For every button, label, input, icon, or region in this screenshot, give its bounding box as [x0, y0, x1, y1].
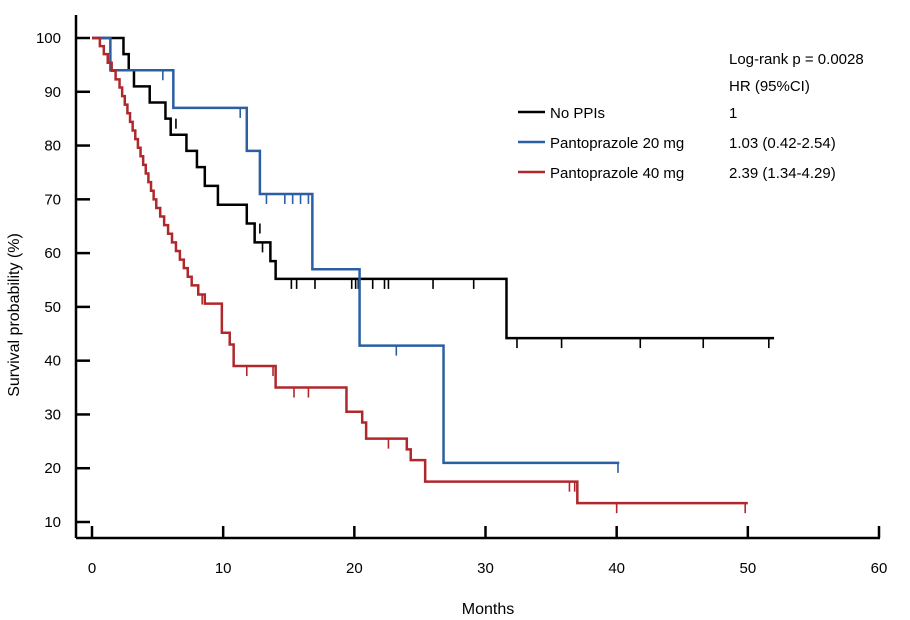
hr-value-pantoprazole-20: 1.03 (0.42-2.54) [729, 135, 836, 152]
legend-label-no-ppis: No PPIs [550, 105, 605, 122]
curve-pantoprazole-20-mg [92, 36, 620, 465]
hr-value-pantoprazole-40: 2.39 (1.34-4.29) [729, 165, 836, 182]
x-axis-title: Months [462, 601, 514, 618]
legend-label-pantoprazole-40: Pantoprazole 40 mg [550, 165, 684, 182]
y-tick-label: 70 [44, 191, 61, 208]
x-tick-label: 50 [739, 560, 756, 577]
y-tick-label: 30 [44, 406, 61, 423]
y-axis-title: Survival probability (%) [6, 233, 23, 397]
y-tick-label: 50 [44, 299, 61, 316]
curve-pantoprazole-40-mg [92, 36, 748, 505]
y-tick-label: 20 [44, 460, 61, 477]
x-tick-label: 60 [871, 560, 888, 577]
curve-no-ppis [92, 36, 775, 340]
y-tick-label: 80 [44, 138, 61, 155]
survival-curves [92, 36, 775, 514]
x-tick-label: 40 [608, 560, 625, 577]
axes: 0 10 20 30 40 50 60 10 20 30 40 50 60 70 80 90 100 [36, 15, 887, 577]
y-tick-label: 40 [44, 353, 61, 370]
x-tick-label: 20 [346, 560, 363, 577]
y-tick-label: 10 [44, 514, 61, 531]
hr-value-no-ppis: 1 [729, 105, 737, 122]
x-tick-label: 0 [88, 560, 96, 577]
legend: Log-rank p = 0.0028 HR (95%CI) No PPIs 1… [518, 51, 864, 182]
hr-header: HR (95%CI) [729, 78, 810, 95]
logrank-annotation: Log-rank p = 0.0028 [729, 51, 864, 68]
y-tick-label: 100 [36, 30, 61, 47]
x-tick-label: 30 [477, 560, 494, 577]
legend-label-pantoprazole-20: Pantoprazole 20 mg [550, 135, 684, 152]
y-tick-label: 90 [44, 84, 61, 101]
y-tick-label: 60 [44, 245, 61, 262]
x-tick-label: 10 [215, 560, 232, 577]
